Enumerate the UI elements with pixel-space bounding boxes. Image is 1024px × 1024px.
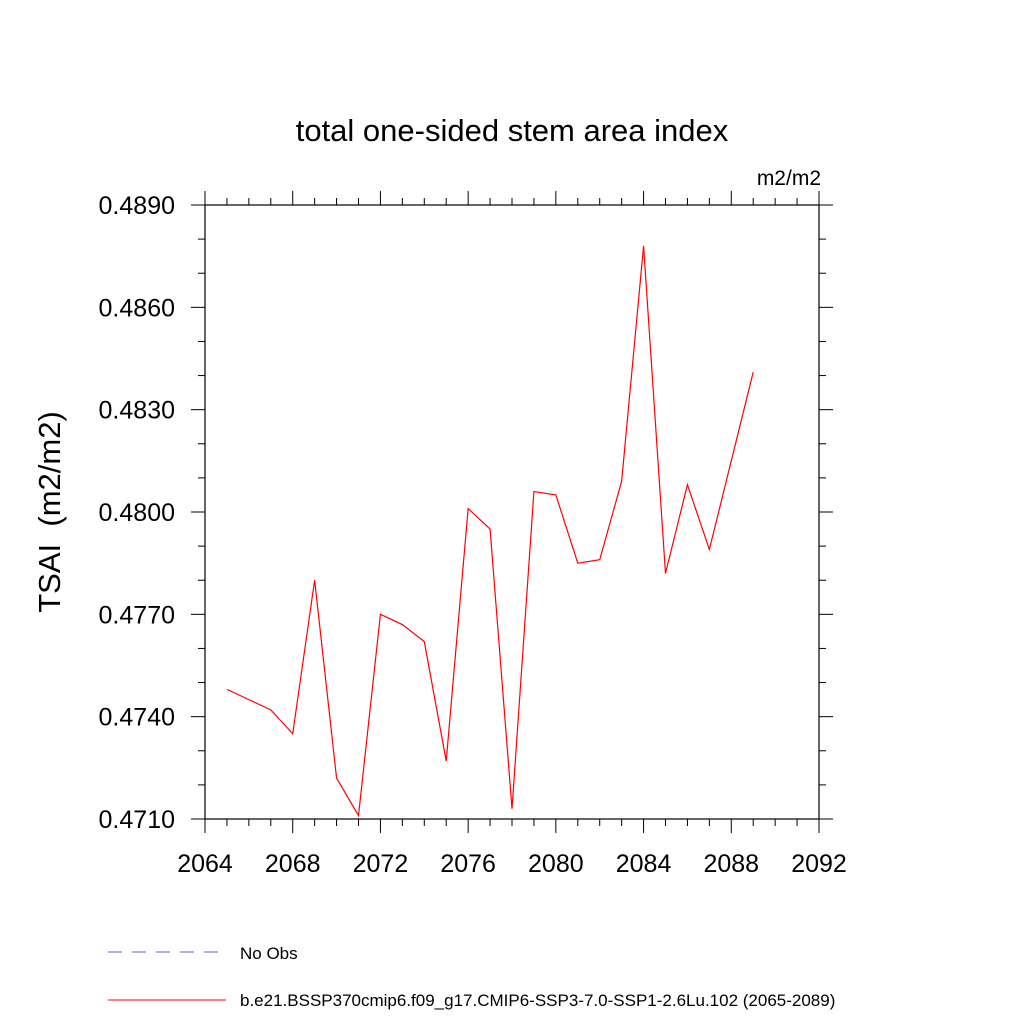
y-tick-labels: 0.4710 0.4740 0.4770 0.4800 0.4830 0.4860 0.48…	[99, 192, 175, 834]
x-tick-label: 2080	[528, 850, 584, 878]
x-tick-label: 2068	[265, 850, 321, 878]
x-tick-label: 2084	[616, 850, 672, 878]
series-line	[226, 245, 754, 818]
axis-ticks	[191, 191, 833, 833]
y-axis-label: TSAI (m2/m2)	[32, 411, 67, 613]
x-tick-label: 2064	[177, 850, 233, 878]
units-label: m2/m2	[757, 167, 821, 190]
legend-label-no-obs: No Obs	[240, 944, 298, 963]
chart-title: total one-sided stem area index	[296, 113, 729, 148]
legend: No Obs b.e21.BSSP370cmip6.f09_g17.CMIP6-…	[108, 944, 835, 1010]
y-tick-label: 0.4800	[99, 499, 175, 527]
x-tick-label: 2072	[353, 850, 409, 878]
y-tick-label: 0.4770	[99, 601, 175, 629]
y-tick-label: 0.4830	[99, 397, 175, 425]
x-tick-label: 2092	[791, 850, 847, 878]
series-layer	[226, 245, 754, 818]
legend-label-model-run: b.e21.BSSP370cmip6.f09_g17.CMIP6-SSP3-7.…	[240, 991, 835, 1010]
y-tick-label: 0.4890	[99, 192, 175, 220]
plot-frame	[204, 204, 820, 820]
y-tick-label: 0.4710	[99, 806, 175, 834]
y-tick-label: 0.4860	[99, 294, 175, 322]
x-tick-labels: 2064 2068 2072 2076 2080 2084 2088 2092	[177, 850, 847, 878]
x-tick-label: 2076	[440, 850, 496, 878]
y-tick-label: 0.4740	[99, 704, 175, 732]
x-tick-label: 2088	[703, 850, 759, 878]
